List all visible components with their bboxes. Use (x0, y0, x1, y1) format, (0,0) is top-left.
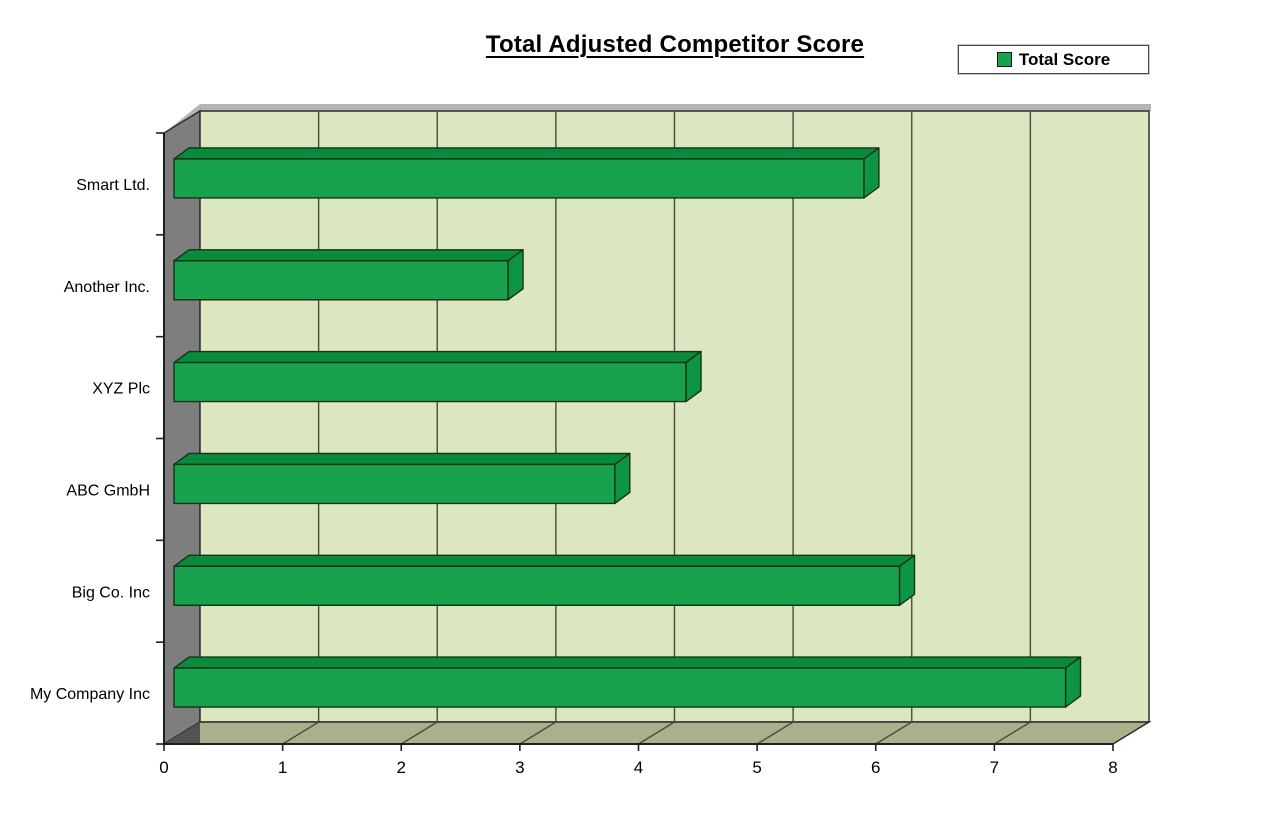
floor-gridline-5 (756, 721, 794, 745)
bar-top-smart-ltd (173, 147, 880, 160)
legend-swatch (996, 52, 1012, 67)
x-tick-label-5: 5 (752, 758, 761, 777)
bar-top-my-company-inc (173, 656, 1082, 669)
bar-smart-ltd (173, 158, 865, 199)
category-label-my-company-inc: My Company Inc (30, 686, 150, 703)
x-tick-label-2: 2 (397, 758, 406, 777)
bar-big-co-inc (173, 565, 901, 606)
category-label-abc-gmbh: ABC GmbH (66, 482, 150, 499)
bar-top-another-inc (173, 249, 524, 262)
floor-gridline-6 (875, 721, 913, 745)
legend: Total Score (957, 44, 1150, 75)
bar-top-big-co-inc (173, 554, 916, 567)
bar-xyz-plc (173, 361, 687, 403)
chart-title-area: Total Adjusted Competitor Score (170, 31, 1180, 59)
corner-shadow (164, 722, 200, 744)
x-tick-label-0: 0 (159, 758, 168, 777)
floor-gridline-3 (519, 721, 557, 745)
legend-label: Total Score (1018, 49, 1111, 69)
category-label-xyz-plc: XYZ Plc (92, 381, 150, 398)
bar-top-abc-gmbh (173, 452, 631, 466)
x-tick-label-3: 3 (515, 758, 524, 777)
bar-another-inc (173, 260, 509, 301)
floor-gridline-4 (638, 721, 675, 745)
category-label-another-inc: Another Inc. (64, 279, 150, 296)
side-wall (163, 109, 201, 746)
chart-title: Total Adjusted Competitor Score (485, 31, 865, 58)
bar-my-company-inc (173, 667, 1067, 708)
category-label-big-co-inc: Big Co. Inc (72, 584, 150, 601)
x-tick-label-1: 1 (278, 758, 287, 777)
category-label-smart-ltd: Smart Ltd. (76, 177, 150, 194)
floor-gridline-7 (994, 721, 1031, 745)
x-tick-label-4: 4 (634, 758, 643, 777)
bar-top-xyz-plc (173, 350, 702, 364)
x-tick-label-7: 7 (990, 758, 999, 777)
wall-top-sliver (164, 104, 1151, 133)
floor-gridline-1 (282, 721, 319, 745)
bar-abc-gmbh (173, 463, 616, 505)
x-tick-label-6: 6 (871, 758, 880, 777)
floor-gridline-2 (400, 721, 438, 745)
x-tick-label-8: 8 (1108, 758, 1117, 777)
